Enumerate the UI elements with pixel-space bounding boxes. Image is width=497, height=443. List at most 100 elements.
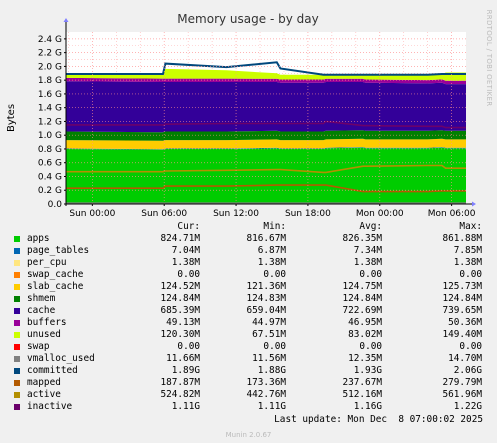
legend-series-name: shmem — [27, 293, 56, 304]
y-tick-label: 1.0 G — [38, 131, 62, 141]
y-tick-label: 2.2 G — [38, 49, 62, 59]
legend-swatch — [14, 248, 20, 254]
y-tick-label: 2.0 G — [38, 62, 62, 72]
legend-min-value: 0.00 — [263, 269, 286, 280]
legend-max-value: 1.22G — [453, 401, 482, 412]
legend-cur-value: 0.00 — [177, 269, 200, 280]
legend-cur-value: 120.30M — [160, 329, 200, 340]
legend-swatch — [14, 320, 20, 326]
legend-avg-value: 722.69M — [342, 305, 382, 316]
legend-avg-value: 83.02M — [348, 329, 382, 340]
legend-cur-value: 187.87M — [160, 377, 200, 388]
y-tick-label: 1.4 G — [38, 104, 62, 114]
legend-series-name: inactive — [27, 401, 73, 412]
legend-cur-value: 524.82M — [160, 389, 200, 400]
legend-min-value: 11.56M — [252, 353, 286, 364]
x-tick-label: Sun 18:00 — [285, 209, 331, 219]
legend-header-cur: Cur: — [177, 221, 200, 232]
legend-series-name: apps — [27, 233, 50, 244]
chart-title: Memory usage - by day — [177, 12, 318, 26]
area-shmem — [66, 130, 466, 141]
legend-avg-value: 124.84M — [342, 293, 382, 304]
x-tick-label: Mon 00:00 — [356, 209, 404, 219]
legend-row-slab-cache: slab_cache 124.52M 121.36M 124.75M 125.73M — [0, 281, 497, 293]
legend-series-name: active — [27, 389, 61, 400]
y-tick-label: 0.8 G — [38, 145, 62, 155]
legend-row-vmalloc-used: vmalloc_used 11.66M 11.56M 12.35M 14.70M — [0, 353, 497, 365]
legend-min-value: 6.87M — [257, 245, 286, 256]
legend-min-value: 816.67M — [246, 233, 286, 244]
legend-avg-value: 237.67M — [342, 377, 382, 388]
legend-max-value: 14.70M — [448, 353, 482, 364]
legend-max-value: 861.88M — [442, 233, 482, 244]
legend-max-value: 149.40M — [442, 329, 482, 340]
legend-avg-value: 7.34M — [353, 245, 382, 256]
legend-swatch — [14, 356, 20, 362]
legend-max-value: 0.00 — [459, 341, 482, 352]
legend-swatch — [14, 308, 20, 314]
line-committed — [66, 61, 466, 76]
legend-cur-value: 685.39M — [160, 305, 200, 316]
legend-min-value: 124.83M — [246, 293, 286, 304]
line-mapped — [66, 184, 466, 193]
y-tick-label: 0.4 G — [38, 172, 62, 182]
legend-cur-value: 0.00 — [177, 341, 200, 352]
legend-cur-value: 1.38M — [171, 257, 200, 268]
legend-series-name: mapped — [27, 377, 61, 388]
legend-row-inactive: inactive 1.11G 1.11G 1.16G 1.22G — [0, 401, 497, 413]
legend-series-name: unused — [27, 329, 61, 340]
legend-swatch — [14, 404, 20, 410]
legend-row-swap-cache: swap_cache 0.00 0.00 0.00 0.00 — [0, 269, 497, 281]
legend-swatch — [14, 236, 20, 242]
legend-row-per-cpu: per_cpu 1.38M 1.38M 1.38M 1.38M — [0, 257, 497, 269]
legend-cur-value: 1.89G — [171, 365, 200, 376]
legend-cur-value: 1.11G — [171, 401, 200, 412]
legend-max-value: 125.73M — [442, 281, 482, 292]
legend-min-value: 121.36M — [246, 281, 286, 292]
y-tick-label: 1.8 G — [38, 76, 62, 86]
legend-min-value: 44.97M — [252, 317, 286, 328]
memory-chart: 0.0 0.2 G 0.4 G 0.6 G 0.8 G 1.0 G 1.2 G 1.4 G 1.… — [0, 0, 497, 221]
legend-row-unused: unused 120.30M 67.51M 83.02M 149.40M — [0, 329, 497, 341]
legend-row-active: active 524.82M 442.76M 512.16M 561.96M — [0, 389, 497, 401]
stacked-areas — [66, 68, 466, 204]
legend-header-avg: Avg: — [359, 221, 382, 232]
legend-max-value: 561.96M — [442, 389, 482, 400]
legend-avg-value: 0.00 — [359, 341, 382, 352]
y-tick-label: 1.6 G — [38, 90, 62, 100]
y-axis-label: Bytes — [6, 104, 17, 132]
legend-cur-value: 124.52M — [160, 281, 200, 292]
legend-series-name: page_tables — [27, 245, 90, 256]
x-tick-label: Mon 06:00 — [428, 209, 476, 219]
x-tick-label: Sun 06:00 — [141, 209, 187, 219]
legend-swatch — [14, 284, 20, 290]
legend-min-value: 0.00 — [263, 341, 286, 352]
legend-max-value: 279.79M — [442, 377, 482, 388]
legend-min-value: 173.36M — [246, 377, 286, 388]
legend-swatch — [14, 392, 20, 398]
legend-max-value: 124.84M — [442, 293, 482, 304]
legend-max-value: 50.36M — [448, 317, 482, 328]
munin-version: Munin 2.0.67 — [225, 431, 272, 439]
legend-max-value: 7.85M — [453, 245, 482, 256]
axes: 0.0 0.2 G 0.4 G 0.6 G 0.8 G 1.0 G 1.2 G 1.4 G 1.… — [38, 18, 476, 219]
line-inactive — [66, 120, 466, 129]
legend-max-value: 0.00 — [459, 269, 482, 280]
legend-avg-value: 0.00 — [359, 269, 382, 280]
legend-series-name: buffers — [27, 317, 67, 328]
legend-min-value: 1.88G — [257, 365, 286, 376]
legend-min-value: 1.11G — [257, 401, 286, 412]
x-tick-label: Sun 12:00 — [213, 209, 259, 219]
legend-cur-value: 11.66M — [166, 353, 200, 364]
last-update: Last update: Mon Dec 8 07:00:02 2025 — [274, 414, 483, 425]
legend-swatch — [14, 380, 20, 386]
x-axis-arrow — [472, 201, 476, 207]
legend-min-value: 442.76M — [246, 389, 286, 400]
legend-cur-value: 124.84M — [160, 293, 200, 304]
y-tick-label: 1.2 G — [38, 117, 62, 127]
legend-swatch — [14, 260, 20, 266]
legend-series-name: committed — [27, 365, 78, 376]
legend-header: Cur: Min: Avg: Max: — [0, 221, 497, 233]
legend-series-name: vmalloc_used — [27, 353, 95, 364]
legend-row-shmem: shmem 124.84M 124.83M 124.84M 124.84M — [0, 293, 497, 305]
